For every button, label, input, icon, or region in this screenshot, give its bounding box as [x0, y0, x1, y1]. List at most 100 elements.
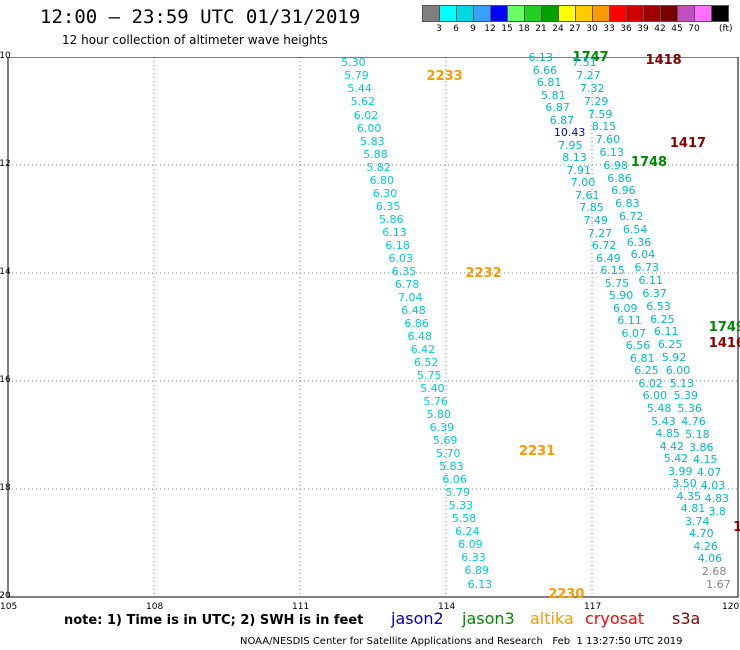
- swh-value: 5.30: [341, 56, 366, 70]
- time-label: 14: [733, 519, 740, 535]
- swh-value: 5.43: [651, 414, 676, 428]
- swh-value: 4.70: [689, 527, 714, 541]
- swh-value: 6.09: [613, 301, 638, 315]
- swh-value: 6.00: [356, 121, 382, 135]
- lat-label: -18: [0, 483, 11, 493]
- swh-value: 4.83: [704, 491, 730, 505]
- swh-value: 6.78: [394, 277, 420, 291]
- swh-value: 6.24: [454, 525, 480, 539]
- swh-value: 5.90: [608, 289, 634, 303]
- swh-value: 6.13: [599, 146, 625, 160]
- swh-value: 6.25: [634, 364, 659, 378]
- swh-value: 6.83: [615, 197, 640, 211]
- swh-value: 3.86: [689, 440, 714, 454]
- lon-label: 111: [292, 602, 310, 612]
- swh-value: 5.83: [439, 460, 464, 474]
- swh-value: 5.69: [432, 434, 458, 448]
- swh-value: 6.04: [630, 248, 656, 262]
- swh-value: 6.56: [625, 339, 651, 353]
- legend-swatch: [439, 5, 457, 22]
- legend-swatch: [660, 5, 678, 22]
- legend-value: 39: [637, 24, 649, 34]
- swh-value: 10.43: [553, 126, 586, 140]
- swh-value: 8.13: [562, 151, 587, 165]
- swh-value: 5.62: [350, 95, 376, 109]
- swh-value: 5.58: [451, 512, 477, 526]
- time-label: 1418: [645, 52, 682, 68]
- swh-value: 5.80: [426, 408, 452, 422]
- swh-value: 4.42: [659, 439, 685, 453]
- swh-value: 6.13: [528, 51, 553, 64]
- swh-value: 6.00: [665, 363, 691, 377]
- satellite-name: jason2: [391, 609, 444, 628]
- swh-value: 7.32: [580, 82, 605, 95]
- swh-value: 5.44: [347, 82, 372, 96]
- swh-value: 6.54: [622, 222, 648, 236]
- lon-label: 105: [0, 602, 18, 612]
- legend-value: 33: [603, 24, 615, 34]
- lat-label: -16: [0, 375, 11, 385]
- legend-value: 6: [453, 24, 459, 34]
- swh-value: 5.33: [448, 499, 474, 513]
- swh-value: 7.95: [558, 138, 583, 152]
- legend-value: 15: [501, 24, 513, 34]
- swh-value: 7.91: [566, 163, 592, 177]
- lat-label: -10: [0, 51, 11, 61]
- legend-swatch: [609, 5, 627, 22]
- lat-label: -14: [0, 267, 11, 277]
- swh-value: 3.99: [668, 464, 693, 478]
- legend-swatch: [541, 5, 559, 22]
- time-label: 1749: [708, 320, 740, 335]
- swh-value: 6.42: [410, 343, 436, 356]
- time-label: 2230: [548, 587, 585, 603]
- swh-value: 6.81: [536, 76, 562, 90]
- swh-value: 5.86: [379, 212, 404, 226]
- swh-value: 6.39: [429, 421, 455, 435]
- swh-value: 6.87: [549, 113, 575, 127]
- swh-value: 6.03: [388, 251, 414, 265]
- swh-value: 7.29: [583, 94, 609, 108]
- swh-value: 4.06: [697, 552, 723, 566]
- note-text: note: 1) Time is in UTC; 2) SWH is in fe…: [64, 613, 364, 628]
- legend-swatch: [422, 5, 440, 22]
- swh-value: 6.66: [532, 63, 558, 77]
- swh-value: 7.27: [576, 69, 601, 83]
- swh-value: 6.06: [442, 473, 467, 487]
- swh-value: 6.07: [621, 326, 647, 340]
- swh-value: 5.39: [673, 389, 698, 403]
- swh-value: 6.80: [369, 173, 395, 187]
- swh-value: 6.96: [611, 184, 636, 198]
- swh-value: 5.79: [344, 69, 369, 83]
- swh-value: 8.15: [591, 120, 617, 134]
- swh-value: 6.89: [464, 564, 489, 578]
- swh-value: 5.36: [677, 402, 702, 416]
- page-title: 12:00 – 23:59 UTC 01/31/2019: [40, 6, 361, 28]
- lon-label: 120: [722, 602, 740, 612]
- swh-value: 6.02: [353, 108, 379, 122]
- lat-label: -12: [0, 159, 11, 169]
- legend-swatch: [643, 5, 661, 22]
- legend-value: 36: [620, 24, 632, 34]
- lon-label: 108: [146, 602, 164, 612]
- satellite-name: cryosat: [585, 609, 645, 628]
- swh-value: 6.13: [467, 577, 493, 591]
- legend-swatch: [524, 5, 542, 22]
- swh-value: 5.79: [445, 486, 470, 500]
- swh-value: 5.13: [669, 376, 695, 390]
- map-border: [7, 56, 739, 598]
- legend-value: 24: [552, 24, 564, 34]
- swh-value: 4.03: [700, 478, 726, 492]
- lon-label: 114: [438, 602, 456, 612]
- swh-value: 6.33: [461, 551, 486, 565]
- swh-value: 4.81: [680, 502, 706, 516]
- swh-value: 6.48: [407, 329, 433, 343]
- page-subtitle: 12 hour collection of altimeter wave hei…: [62, 33, 328, 47]
- satellite-name: altika: [530, 609, 574, 628]
- swh-value: 6.11: [617, 314, 642, 328]
- legend-swatch: [575, 5, 593, 22]
- time-label: 1747: [572, 50, 609, 65]
- swh-value: 6.11: [654, 325, 679, 339]
- time-label: 1417: [669, 136, 707, 152]
- swh-value: 6.25: [657, 338, 683, 352]
